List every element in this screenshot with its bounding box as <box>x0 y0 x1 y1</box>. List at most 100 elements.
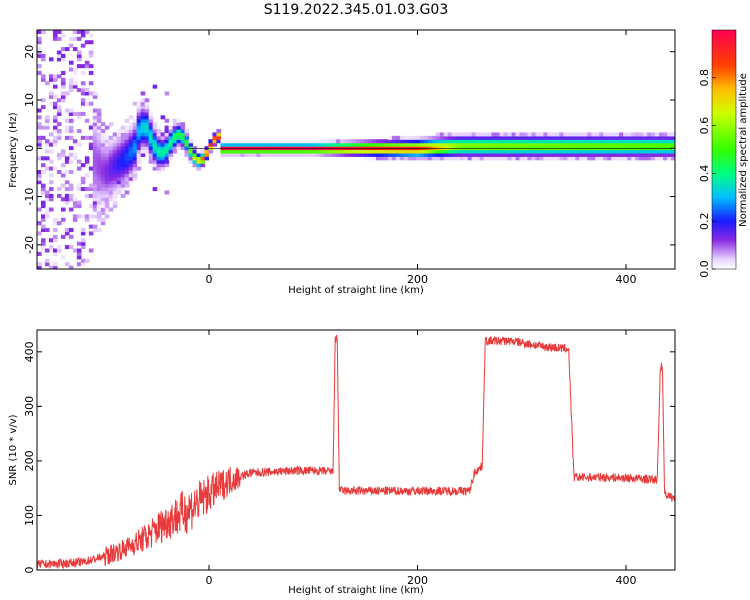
spectrogram-cell <box>671 152 675 157</box>
spectrogram-cell <box>523 139 529 144</box>
spectrogram-cell <box>587 152 592 157</box>
spectrogram-cell <box>427 149 433 154</box>
spectrogram-cell <box>543 156 548 161</box>
spectrogram-cell <box>379 152 385 157</box>
spectrogram-cell <box>124 169 130 174</box>
spectrogram-cell <box>60 152 66 157</box>
spectrogram-cell <box>124 125 130 130</box>
spectrogram-cell <box>375 152 381 157</box>
spectrogram-cell <box>559 132 564 137</box>
spectrogram-cell <box>671 139 675 144</box>
spectrogram-cell <box>52 105 58 110</box>
spectrogram-cell <box>48 149 54 154</box>
spectrogram-cell <box>128 129 134 134</box>
spectrogram-cell <box>48 74 54 79</box>
spectrogram-cell <box>475 142 481 147</box>
spectrogram-cell <box>132 101 138 106</box>
spectrogram-cell <box>152 163 158 168</box>
spectrogram-cell <box>663 139 668 144</box>
spectrogram-cell <box>447 139 453 144</box>
spectrogram-cell <box>104 197 110 202</box>
spectrogram-cell <box>112 200 118 205</box>
spectrogram-cell <box>196 166 202 171</box>
spectrogram-cell <box>232 152 237 157</box>
spectrogram-cell <box>495 132 501 137</box>
spectrogram-cell <box>37 135 42 140</box>
spectrogram-cell <box>491 139 497 144</box>
spectrogram-cell <box>359 152 365 157</box>
y-tick-label: -10 <box>23 188 36 206</box>
spectrogram-cell <box>188 139 194 144</box>
spectrogram-cell <box>547 142 552 147</box>
spectrogram-cell <box>328 149 333 154</box>
spectrogram-cell <box>316 142 321 147</box>
spectrogram-cell <box>228 139 233 144</box>
spectrogram-cell <box>483 156 489 161</box>
spectrogram-cell <box>356 139 361 144</box>
spectrogram-cell <box>56 248 62 253</box>
spectrogram-cell <box>547 156 552 161</box>
spectrogram-cell <box>116 176 122 181</box>
spectrogram-cell <box>96 217 102 222</box>
spectrogram-cell <box>120 193 126 198</box>
spectrogram-cell <box>571 132 576 137</box>
spectrogram-cell <box>583 156 588 161</box>
spectrogram-cell <box>455 142 461 147</box>
spectrogram-cell <box>611 152 616 157</box>
spectrogram-cell <box>132 169 138 174</box>
spectrogram-cell <box>80 33 86 38</box>
y-tick-label: 100 <box>23 505 36 526</box>
spectrogram-cell <box>248 142 253 147</box>
spectrogram-cell <box>391 135 397 140</box>
spectrogram-cell <box>88 166 94 171</box>
spectrogram-cell <box>507 135 513 140</box>
spectrogram-cell <box>483 152 489 157</box>
spectrogram-cell <box>443 132 449 137</box>
spectrogram-cell <box>172 122 178 127</box>
spectrogram-cell <box>240 139 245 144</box>
spectrogram-cell <box>37 156 42 161</box>
spectrogram-cell <box>92 166 98 171</box>
spectrogram-cell <box>68 245 74 250</box>
spectrogram-cell <box>531 132 537 137</box>
spectrogram-cell <box>563 139 568 144</box>
spectrogram-cell <box>160 152 166 157</box>
spectrogram-cell <box>403 156 409 161</box>
spectrogram-cell <box>124 142 130 147</box>
spectrogram-cell <box>555 149 560 154</box>
spectrogram-cell <box>112 180 118 185</box>
spectrogram-cell <box>116 139 122 144</box>
spectrogram-cell <box>228 152 233 157</box>
spectrogram-cell <box>144 132 150 137</box>
spectrogram-cell <box>64 159 70 164</box>
spectrogram-cell <box>96 193 102 198</box>
spectrogram-cell <box>76 204 82 209</box>
spectrogram-cell <box>144 122 150 127</box>
spectrogram-cell <box>184 132 190 137</box>
spectrogram-cell <box>48 132 54 137</box>
spectrogram-cell <box>491 156 497 161</box>
spectrogram-cell <box>144 98 150 103</box>
spectrogram-cell <box>651 156 656 161</box>
spectrogram-cell <box>383 152 389 157</box>
spectrogram-cell <box>48 265 54 269</box>
spectrogram-cell <box>651 135 656 140</box>
spectrogram-cell <box>128 173 134 178</box>
spectrogram-cell <box>100 142 106 147</box>
spectrogram-cell <box>40 214 46 219</box>
spectrogram-cell <box>44 81 50 86</box>
spectrogram-cell <box>152 187 158 192</box>
spectrogram-cell <box>487 156 493 161</box>
spectrogram-cell <box>100 204 106 209</box>
spectrogram-cell <box>344 149 349 154</box>
spectrogram-cell <box>451 152 457 157</box>
spectrogram-cell <box>304 139 309 144</box>
spectrogram-cell <box>324 139 329 144</box>
spectrogram-cell <box>132 142 138 147</box>
spectrogram-cell <box>37 122 42 127</box>
colorbar-tick-label: 0.6 <box>698 117 711 135</box>
spectrogram-cell <box>483 135 489 140</box>
spectrogram-cell <box>192 156 198 161</box>
spectrogram-cell <box>104 190 110 195</box>
snr-frame <box>36 329 676 571</box>
